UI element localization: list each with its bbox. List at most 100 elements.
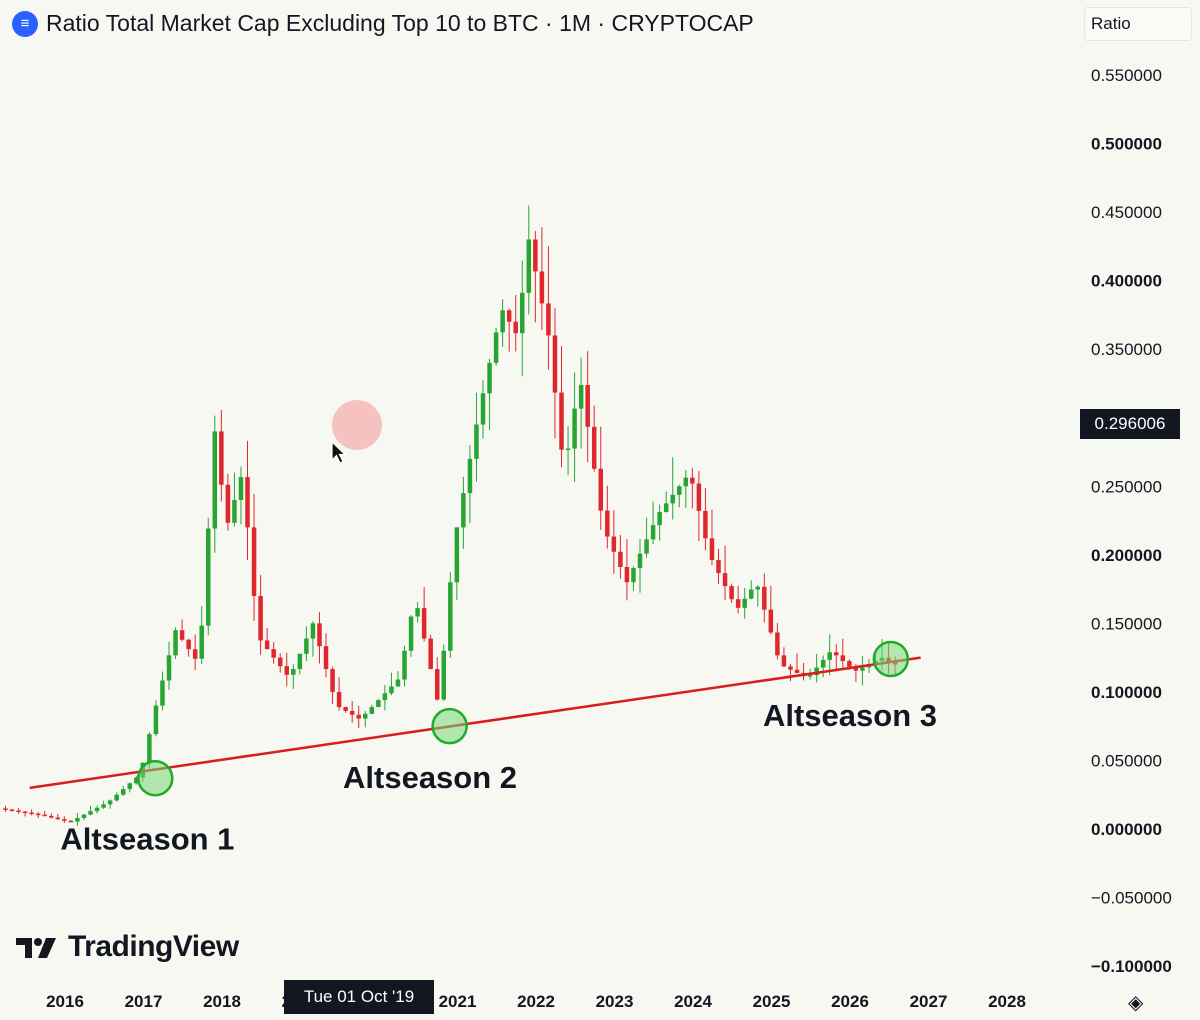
candle-body: [147, 734, 152, 763]
candle-body: [153, 705, 159, 735]
altseason-annotation: Altseason 3: [763, 698, 937, 733]
scale-mode-selector[interactable]: Ratio: [1084, 7, 1192, 41]
candle-body: [107, 800, 113, 805]
candle-body: [690, 477, 695, 484]
candle-body: [454, 527, 460, 583]
candle-body: [552, 335, 558, 393]
altseason-marker-circle: [872, 640, 910, 678]
candle-body: [709, 538, 715, 561]
x-axis-tick-label: 2027: [910, 992, 948, 1011]
candle-body: [317, 623, 322, 647]
candle-body: [467, 458, 473, 494]
candle-body: [480, 393, 486, 425]
chart-settings-icon[interactable]: ◈: [1128, 992, 1144, 1014]
candle-body: [395, 679, 401, 687]
candle-body: [238, 477, 244, 500]
altseason-marker-circle: [137, 760, 174, 797]
x-axis-tick-label: 2023: [596, 992, 634, 1011]
y-axis-tick-label: 0.250000: [1091, 477, 1162, 496]
chart-title[interactable]: Ratio Total Market Cap Excluding Top 10 …: [46, 10, 754, 36]
candle-body: [251, 527, 257, 596]
candle-body: [585, 384, 590, 427]
candle-body: [173, 630, 178, 656]
candle-body: [81, 814, 87, 819]
candle-body: [94, 807, 100, 812]
candle-body: [637, 553, 643, 568]
candle-body: [323, 646, 329, 670]
candle-body: [781, 655, 787, 667]
mouse-cursor-icon: [331, 440, 347, 464]
candle-body: [565, 448, 571, 451]
candle-body: [304, 638, 309, 654]
candle-body: [166, 655, 172, 681]
candle-body: [330, 669, 335, 692]
x-axis-tick-label: 2024: [674, 992, 712, 1011]
candle-body: [219, 431, 224, 485]
support-trendline[interactable]: [29, 656, 921, 790]
candle-body: [49, 815, 54, 818]
candle-body: [834, 652, 839, 656]
x-axis-tick-label: 2022: [517, 992, 555, 1011]
candle-body: [232, 499, 237, 523]
candle-body: [434, 669, 440, 700]
candle-body: [369, 706, 375, 714]
candle-body: [3, 808, 8, 810]
y-axis-tick-label: 0.050000: [1091, 751, 1162, 770]
candle-body: [55, 817, 61, 820]
candle-body: [506, 310, 512, 322]
x-axis-tick-label: 2028: [988, 992, 1026, 1011]
candle-body: [696, 483, 702, 511]
last-price-label: 0.296006: [1080, 409, 1180, 439]
candle-body: [134, 777, 139, 784]
candle-body: [742, 598, 747, 608]
candle-body: [448, 582, 453, 651]
candle-body: [35, 813, 41, 816]
y-axis-tick-label: 0.550000: [1091, 66, 1162, 85]
candle-body: [716, 560, 721, 574]
candle-body: [88, 811, 93, 815]
candle-body: [493, 332, 499, 363]
candle-body: [291, 669, 296, 675]
x-axis-tick-label: 2025: [753, 992, 791, 1011]
y-axis-tick-label: −0.100000: [1091, 957, 1172, 976]
tradingview-logo: TradingView: [16, 930, 239, 964]
candle-body: [794, 669, 800, 673]
candle-body: [428, 638, 433, 670]
y-axis-tick-label: 0.200000: [1091, 546, 1162, 565]
candle-body: [441, 650, 447, 700]
y-axis-tick-label: 0.000000: [1091, 820, 1162, 839]
candle-body: [624, 566, 630, 583]
chart-header: ≡ Ratio Total Market Cap Excluding Top 1…: [12, 10, 754, 37]
candle-body: [421, 608, 427, 639]
y-axis-tick-label: 0.500000: [1091, 135, 1162, 154]
tradingview-logo-icon: [16, 938, 56, 958]
candle-body: [75, 818, 80, 822]
candle-body: [310, 623, 316, 639]
candle-body: [663, 503, 669, 512]
candle-body: [670, 494, 675, 504]
candle-body: [402, 650, 407, 680]
candle-body: [199, 625, 204, 659]
y-axis-tick-label: 0.150000: [1091, 614, 1162, 633]
candle-body: [526, 239, 532, 293]
altseason-annotation: Altseason 1: [60, 822, 234, 857]
candle-body: [101, 804, 106, 808]
candle-body: [389, 686, 394, 694]
crosshair-time-label: Tue 01 Oct '19: [284, 980, 434, 1014]
candle-body: [192, 649, 198, 659]
candle-body: [513, 321, 518, 334]
candle-body: [644, 539, 649, 554]
candle-body: [598, 468, 604, 511]
candle-body: [735, 599, 741, 608]
y-axis-tick-label: −0.050000: [1091, 889, 1172, 908]
candle-body: [487, 362, 492, 394]
candle-body: [820, 659, 826, 668]
candle-body: [114, 794, 119, 801]
candle-body: [225, 484, 231, 523]
candle-body: [382, 693, 388, 701]
y-axis-tick-label: 0.350000: [1091, 340, 1162, 359]
candle-body: [349, 710, 355, 715]
candle-body: [206, 528, 211, 626]
y-axis-tick-label: 0.100000: [1091, 683, 1162, 702]
